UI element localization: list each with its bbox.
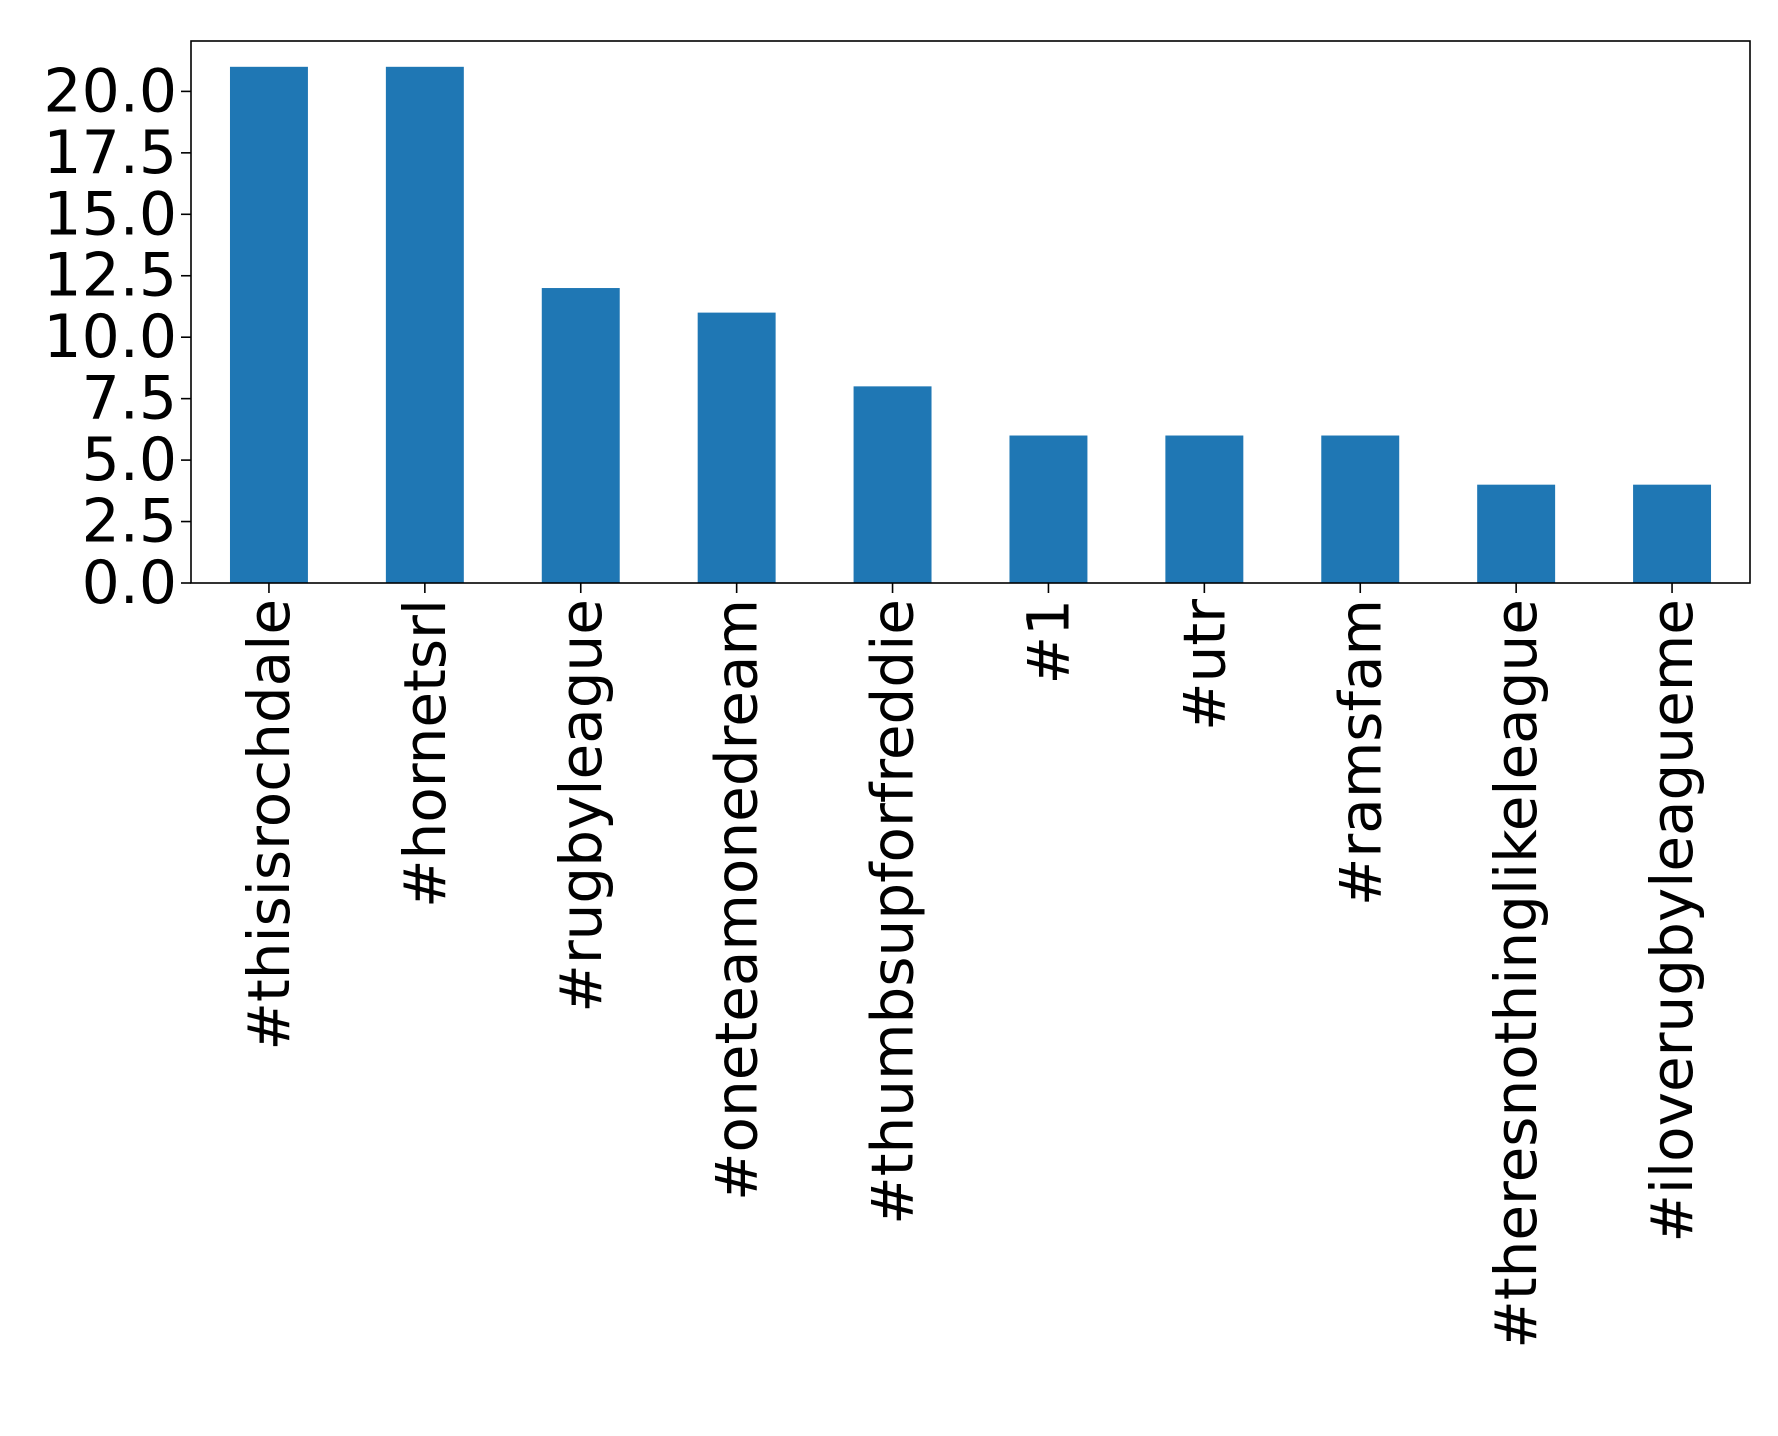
bar-0 — [229, 66, 308, 584]
x-tick-label: #utr — [1170, 599, 1238, 731]
y-tick-label: 5.0 — [82, 425, 177, 495]
x-axis: #thisisrochdale #hornetsrl #rugbyleague #on… — [235, 583, 1706, 1349]
y-tick-label: 7.5 — [82, 364, 177, 434]
x-tick-label: #1 — [1014, 599, 1082, 685]
x-tick-label: #hornetsrl — [391, 599, 459, 908]
bar-9 — [1633, 484, 1712, 583]
y-tick-label: 0.0 — [82, 548, 177, 618]
x-tick-label: #theresnothinglikeleague — [1482, 599, 1550, 1349]
bar-2 — [541, 288, 620, 583]
x-tick-label: #thisisrochdale — [235, 599, 303, 1051]
bar-7 — [1321, 435, 1400, 583]
bar-6 — [1165, 435, 1244, 583]
y-axis: 0.02.55.07.510.012.515.017.520.0 — [43, 56, 191, 618]
x-tick-label: #iloverugbyleagueme — [1638, 599, 1706, 1243]
bar-5 — [1009, 435, 1088, 583]
y-tick-label: 15.0 — [43, 179, 177, 249]
bars-group — [229, 66, 1712, 584]
y-tick-label: 17.5 — [43, 118, 177, 188]
bar-3 — [697, 312, 776, 583]
x-tick-label: #rugbyleague — [547, 599, 615, 1013]
y-tick-label: 12.5 — [43, 241, 177, 311]
y-tick-label: 10.0 — [43, 302, 177, 372]
bar-8 — [1477, 484, 1556, 583]
x-tick-label: #ramsfam — [1326, 599, 1394, 906]
bar-4 — [853, 386, 932, 583]
y-tick-label: 2.5 — [82, 487, 177, 557]
x-tick-label: #oneteamonedream — [703, 599, 771, 1201]
bar-1 — [385, 66, 464, 584]
y-tick-label: 20.0 — [43, 56, 177, 126]
x-tick-label: #thumbsupforfreddie — [859, 599, 927, 1225]
plot-frame — [190, 40, 1751, 584]
